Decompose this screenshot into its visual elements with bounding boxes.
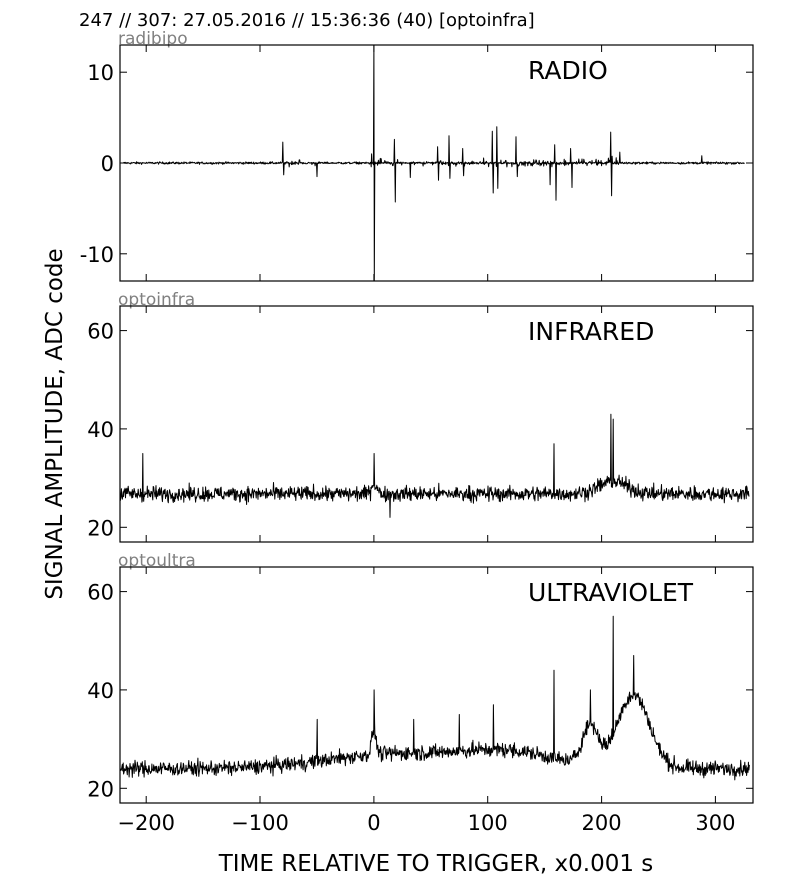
signal-line-infrared [119, 413, 750, 518]
axis-ticks-ultraviolet: 60 40 20 [87, 567, 753, 803]
y-tick-label: 40 [87, 418, 114, 442]
plot-frame-ultraviolet [119, 566, 754, 804]
x-tick-label: 100 [468, 811, 508, 835]
panel-radio: radibipo 10 0 -10 RADIO [80, 29, 754, 282]
channel-label-radio: radibipo [118, 29, 188, 49]
signal-line-radio [123, 44, 745, 282]
y-tick-label: 60 [87, 581, 114, 605]
x-tick-label: 300 [695, 811, 735, 835]
figure-header: 247 // 307: 27.05.2016 // 15:36:36 (40) … [79, 10, 535, 31]
y-tick-label: -10 [80, 243, 114, 267]
x-tick-label: −100 [231, 811, 289, 835]
x-tick-label: 200 [582, 811, 622, 835]
y-tick-label: 20 [87, 516, 114, 540]
x-axis-label: TIME RELATIVE TO TRIGGER, x0.001 s [218, 851, 654, 877]
y-axis-label: SIGNAL AMPLITUDE, ADC code [42, 248, 68, 599]
y-tick-label: 20 [87, 777, 114, 801]
panel-title-ultraviolet: ULTRAVIOLET [528, 578, 694, 607]
signal-line-ultraviolet [119, 615, 750, 781]
axis-ticks-infrared: 60 40 20 [87, 306, 753, 542]
y-tick-label: 0 [101, 152, 114, 176]
panel-title-infrared: INFRARED [528, 317, 654, 346]
channel-label-infrared: optoinfra [118, 290, 195, 310]
plot-frame-infrared [119, 305, 754, 543]
x-tick-labels: −200 −100 0 100 200 300 [117, 811, 735, 835]
y-tick-label: 40 [87, 679, 114, 703]
x-tick-label: 0 [367, 811, 380, 835]
x-tick-label: −200 [117, 811, 175, 835]
channel-label-ultraviolet: optoultra [118, 551, 196, 571]
axis-ticks-radio: 10 0 -10 [80, 45, 753, 281]
y-tick-label: 60 [87, 320, 114, 344]
panel-ultraviolet: optoultra 60 40 20 ULTRAVIOLET [87, 551, 754, 804]
y-tick-label: 10 [87, 61, 114, 85]
panel-title-radio: RADIO [528, 56, 608, 85]
panel-infrared: optoinfra 60 40 20 INFRARED [87, 290, 754, 543]
